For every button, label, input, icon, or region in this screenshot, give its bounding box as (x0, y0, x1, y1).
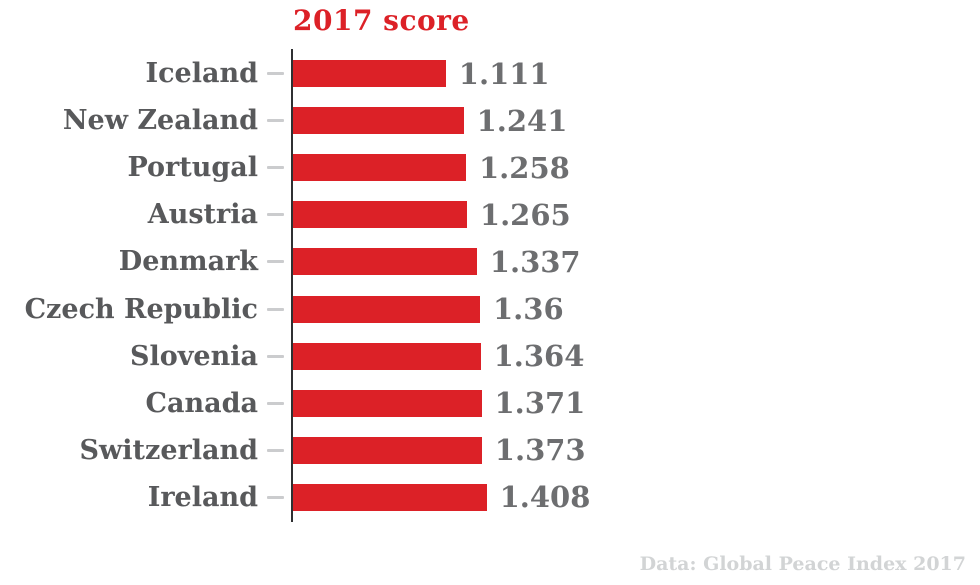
score-bar (293, 154, 466, 182)
chart-row: Austria 1.265 (0, 191, 980, 238)
data-source-note: Data: Global Peace Index 2017 (639, 553, 966, 575)
axis-tick (267, 401, 284, 405)
bar-zone: 1.371 (293, 380, 980, 427)
axis-tick (267, 354, 284, 358)
value-label: 1.36 (493, 292, 564, 327)
axis-tick (267, 260, 284, 264)
score-bar (293, 201, 467, 229)
score-bar (293, 248, 477, 276)
score-bar (293, 60, 446, 88)
value-label: 1.408 (499, 480, 591, 515)
score-bar (293, 483, 487, 511)
score-bar (293, 342, 481, 370)
chart-row: Switzerland 1.373 (0, 427, 980, 474)
score-bar (293, 107, 464, 135)
value-label: 1.265 (479, 197, 571, 232)
score-bar (293, 389, 482, 417)
axis-tick (267, 166, 284, 170)
category-label: Slovenia (129, 340, 258, 372)
y-axis-line (291, 49, 293, 522)
value-label: 1.337 (489, 244, 581, 279)
bar-zone: 1.373 (293, 427, 980, 474)
bar-zone: 1.111 (293, 50, 980, 97)
chart-title: 2017 score (293, 4, 470, 37)
category-label: Iceland (145, 58, 258, 90)
axis-tick (267, 448, 284, 452)
chart-row: New Zealand 1.241 (0, 97, 980, 144)
chart-row: Ireland 1.408 (0, 474, 980, 521)
axis-tick (267, 495, 284, 499)
tick-zone (258, 166, 293, 170)
value-label: 1.373 (494, 433, 586, 468)
chart-row: Portugal 1.258 (0, 144, 980, 191)
bar-zone: 1.265 (293, 191, 980, 238)
value-label: 1.258 (479, 150, 570, 185)
bar-zone: 1.364 (293, 333, 980, 380)
chart-row: Czech Republic 1.36 (0, 285, 980, 332)
bar-zone: 1.337 (293, 238, 980, 285)
score-bar (293, 295, 480, 323)
value-label: 1.111 (458, 56, 550, 91)
tick-zone (258, 213, 293, 217)
chart-row: Slovenia 1.364 (0, 333, 980, 380)
tick-zone (258, 260, 293, 264)
axis-tick (267, 72, 284, 76)
value-label: 1.241 (476, 103, 568, 138)
chart-row: Denmark 1.337 (0, 238, 980, 285)
chart-row: Iceland 1.111 (0, 50, 980, 97)
category-label: Canada (145, 387, 258, 419)
category-label: New Zealand (62, 105, 258, 137)
category-label: Portugal (127, 152, 258, 184)
value-label: 1.364 (493, 339, 585, 374)
axis-tick (267, 307, 284, 311)
bar-zone: 1.36 (293, 285, 980, 332)
tick-zone (258, 119, 293, 123)
tick-zone (258, 72, 293, 76)
axis-tick (267, 213, 284, 217)
tick-zone (258, 354, 293, 358)
value-label: 1.371 (494, 386, 586, 421)
chart-row: Canada 1.371 (0, 380, 980, 427)
bar-zone: 1.258 (293, 144, 980, 191)
category-label: Switzerland (79, 434, 258, 466)
category-label: Ireland (147, 481, 258, 513)
axis-tick (267, 119, 284, 123)
tick-zone (258, 495, 293, 499)
tick-zone (258, 307, 293, 311)
tick-zone (258, 448, 293, 452)
category-label: Denmark (118, 246, 258, 278)
category-label: Austria (147, 199, 258, 231)
category-label: Czech Republic (24, 293, 258, 325)
bar-chart-rows: Iceland 1.111 New Zealand 1.241 Portugal 1.25… (0, 50, 980, 521)
tick-zone (258, 401, 293, 405)
bar-zone: 1.241 (293, 97, 980, 144)
bar-zone: 1.408 (293, 474, 980, 521)
score-bar (293, 436, 482, 464)
